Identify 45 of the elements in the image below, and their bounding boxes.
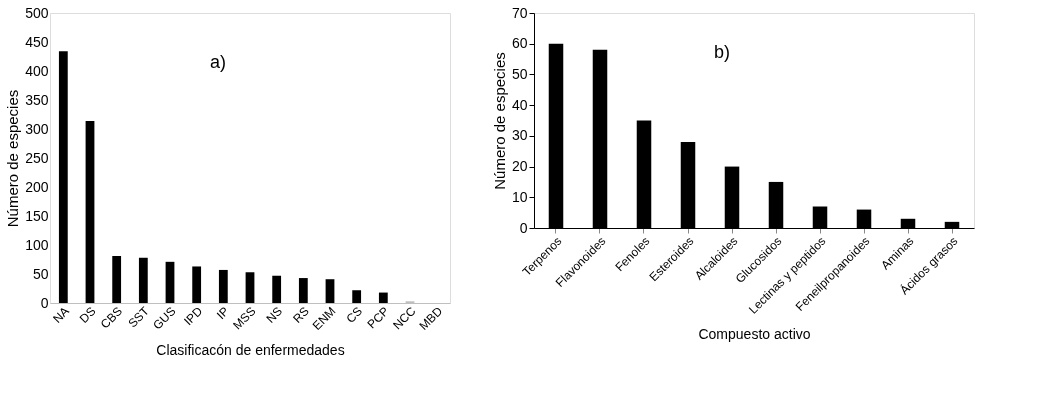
x-tick-label: IP — [213, 304, 232, 323]
y-tick-label: 350 — [25, 91, 49, 108]
y-tick-label: 50 — [511, 65, 528, 82]
bar — [138, 257, 148, 303]
y-tick-label: 70 — [511, 4, 528, 21]
y-tick-label: 0 — [519, 219, 528, 236]
annotation: b) — [714, 42, 731, 62]
bar — [112, 256, 122, 303]
y-tick-label: 500 — [25, 4, 49, 21]
x-tick-label: NA — [50, 304, 72, 326]
y-tick-label: 150 — [25, 207, 49, 224]
y-axis-title: Número de especies — [490, 52, 508, 190]
bar — [218, 269, 228, 303]
y-tick-label: 30 — [511, 127, 528, 144]
y-tick-label: 10 — [511, 188, 528, 205]
bar — [58, 51, 68, 303]
x-tick-label: DS — [76, 304, 99, 326]
bar — [85, 120, 95, 303]
bar — [192, 266, 202, 303]
x-axis-title: Compuesto activo — [698, 325, 811, 342]
x-tick-label: CS — [343, 304, 366, 326]
x-axis-title: Clasificacón de enfermedades — [156, 342, 345, 359]
bar — [378, 292, 388, 303]
annotation: a) — [210, 52, 227, 72]
y-tick-label: 40 — [511, 96, 528, 113]
bar — [298, 278, 308, 303]
y-tick-label: 300 — [25, 120, 49, 137]
y-tick-label: 50 — [32, 265, 49, 282]
y-tick-label: 250 — [25, 149, 49, 166]
bar — [352, 290, 362, 303]
y-axis-title: Número de especies — [4, 89, 22, 228]
bar — [165, 261, 175, 303]
bar — [325, 279, 335, 303]
bar — [245, 272, 255, 303]
y-tick-label: 400 — [25, 62, 49, 79]
bar — [272, 275, 282, 303]
x-tick-label: RS — [290, 304, 312, 326]
x-tick-label: NS — [263, 304, 286, 326]
x-tick-label: IPD — [181, 303, 206, 329]
y-tick-label: 20 — [511, 158, 528, 175]
y-tick-label: 100 — [25, 236, 49, 253]
y-tick-label: 200 — [25, 178, 49, 195]
y-tick-label: 60 — [511, 35, 528, 52]
y-tick-label: 0 — [40, 294, 49, 311]
y-tick-label: 450 — [25, 33, 49, 50]
